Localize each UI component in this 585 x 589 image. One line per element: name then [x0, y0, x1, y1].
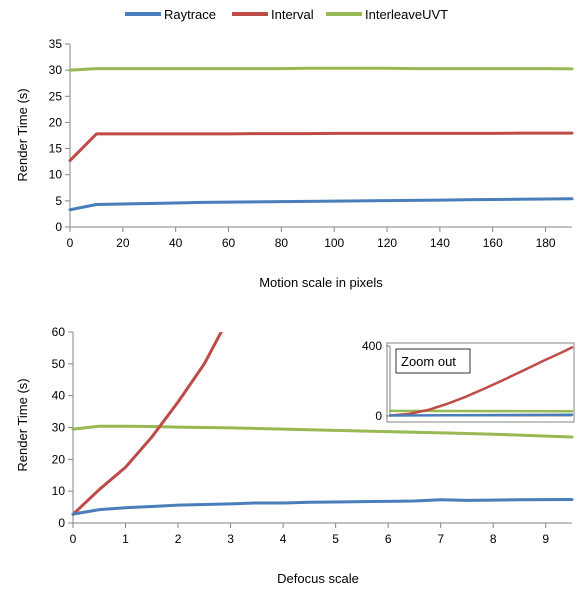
top-ytick-label-15: 15	[49, 142, 63, 156]
series-lines-top	[68, 66, 574, 212]
bottom-xtick-label-5: 5	[332, 532, 339, 546]
inset-ytick-label-0: 0	[375, 409, 382, 423]
x-ticks-top: 0 20 40 60 80 100 120 140 160 180	[67, 227, 556, 250]
bottom-xtick-label-4: 4	[280, 532, 287, 546]
inset-line-interval	[388, 346, 574, 417]
top-xtick-label-180: 180	[536, 236, 556, 250]
x-axis-title-top: Motion scale in pixels	[259, 275, 383, 290]
top-ytick-label-30: 30	[49, 63, 63, 77]
top-line-raytrace	[68, 197, 574, 212]
legend-label-interval: Interval	[271, 7, 314, 22]
bottom-ytick-label-40: 40	[52, 389, 66, 403]
inset-line-raytrace	[388, 413, 574, 417]
inset-series-lines	[388, 346, 574, 417]
inset-title: Zoom out	[401, 354, 456, 369]
bottom-xtick-label-6: 6	[385, 532, 392, 546]
legend: Raytrace Interval InterleaveUVT	[125, 7, 448, 22]
top-ytick-label-20: 20	[49, 115, 63, 129]
bottom-ytick-label-50: 50	[52, 357, 66, 371]
top-ytick-label-10: 10	[49, 168, 63, 182]
top-xtick-label-140: 140	[430, 236, 450, 250]
bottom-ytick-label-0: 0	[58, 516, 65, 530]
x-axis-title-bottom: Defocus scale	[277, 571, 359, 586]
series-lines-bottom	[71, 332, 574, 516]
top-ytick-label-35: 35	[49, 37, 63, 51]
top-xtick-label-40: 40	[169, 236, 183, 250]
bottom-xtick-label-1: 1	[122, 532, 129, 546]
bottom-xtick-label-9: 9	[542, 532, 549, 546]
bottom-xtick-label-2: 2	[175, 532, 182, 546]
bottom-line-interleaveuvt	[71, 424, 574, 439]
top-xtick-label-100: 100	[324, 236, 344, 250]
y-ticks-top: 0 5 10 15 20 25 30 35	[49, 37, 70, 234]
inset-ytick-label-400: 400	[362, 339, 382, 353]
y-axis-title-bottom: Render Time (s)	[15, 378, 30, 471]
inset-y-ticks: 0 400	[362, 339, 390, 423]
y-axis-title-top: Render Time (s)	[15, 88, 30, 181]
top-xtick-label-0: 0	[67, 236, 74, 250]
top-xtick-label-60: 60	[222, 236, 236, 250]
top-xtick-label-20: 20	[116, 236, 130, 250]
bottom-ytick-label-30: 30	[52, 421, 66, 435]
bottom-xtick-label-7: 7	[437, 532, 444, 546]
top-ytick-label-5: 5	[55, 194, 62, 208]
bottom-xtick-label-8: 8	[490, 532, 497, 546]
top-line-interval	[68, 131, 574, 163]
bottom-line-interval	[71, 332, 223, 516]
top-ytick-label-25: 25	[49, 89, 63, 103]
top-ytick-label-0: 0	[55, 220, 62, 234]
x-ticks-bottom: 0 1 2 3 4 5 6 7 8 9	[70, 523, 549, 546]
bottom-ytick-label-10: 10	[52, 484, 66, 498]
top-xtick-label-160: 160	[483, 236, 503, 250]
top-xtick-label-80: 80	[275, 236, 289, 250]
chart-bottom: 0 10 20 30 40 50 60 0 1 2 3 4 5 6 7 8 9 Defocus scale R…	[15, 325, 575, 586]
legend-label-interleaveuvt: InterleaveUVT	[365, 7, 448, 22]
top-xtick-label-120: 120	[377, 236, 397, 250]
y-ticks-bottom: 0 10 20 30 40 50 60	[52, 325, 73, 530]
bottom-xtick-label-0: 0	[70, 532, 77, 546]
inset-title-box	[395, 348, 471, 374]
top-line-interleaveuvt	[68, 66, 574, 72]
bottom-ytick-label-60: 60	[52, 325, 66, 339]
bottom-xtick-label-3: 3	[227, 532, 234, 546]
inset-chart: 0 400 Zoom out	[362, 339, 575, 423]
bottom-line-raytrace	[71, 497, 574, 516]
bottom-ytick-label-20: 20	[52, 452, 66, 466]
legend-label-raytrace: Raytrace	[164, 7, 216, 22]
